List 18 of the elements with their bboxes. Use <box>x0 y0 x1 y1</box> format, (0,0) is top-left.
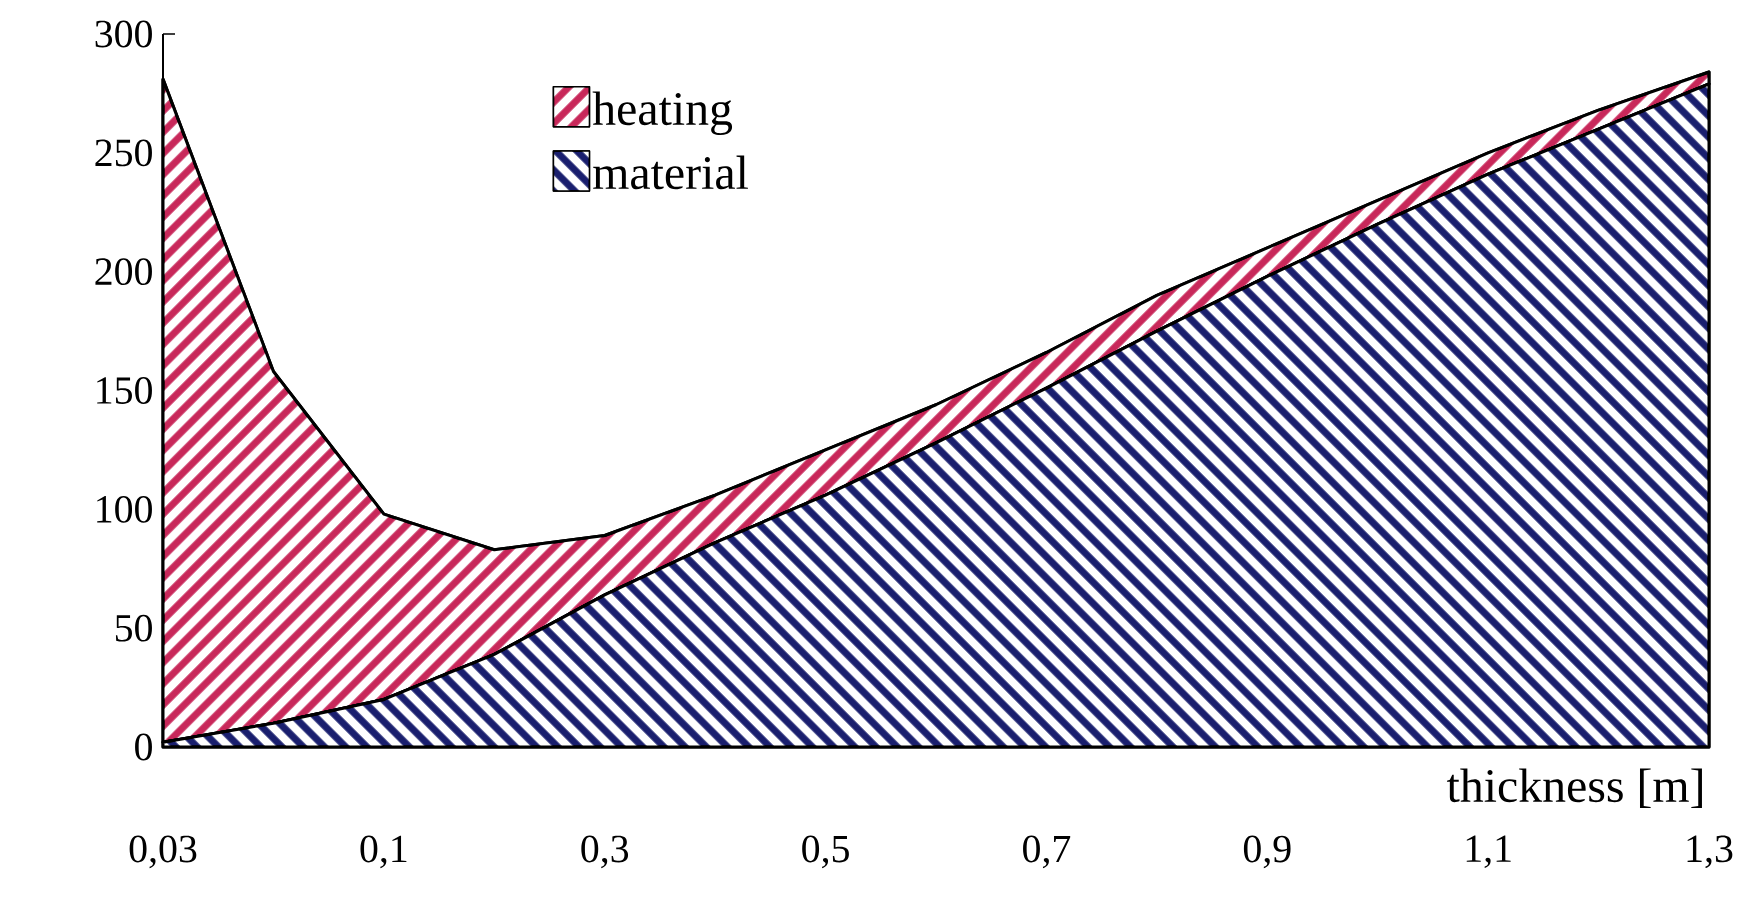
x-tick-label: 0,9 <box>1243 835 1291 869</box>
x-tick-label: 1,3 <box>1687 835 1733 869</box>
y-tick-label: 150 <box>97 377 152 404</box>
legend-label: material <box>593 155 748 190</box>
x-tick-label: 0,5 <box>802 835 849 869</box>
x-tick-label: 1,1 <box>1466 835 1511 868</box>
x-tick-label: 0,7 <box>1023 835 1071 869</box>
y-tick-label: 100 <box>97 495 152 523</box>
x-axis-title: thickness [m] <box>1446 768 1702 809</box>
x-tick-label: 0,1 <box>360 835 407 869</box>
y-tick-label: 0 <box>135 733 152 761</box>
x-tick-label: 0,3 <box>581 835 629 869</box>
y-tick-label: 300 <box>95 20 152 48</box>
y-tick-label: 50 <box>115 614 152 642</box>
y-tick-label: 250 <box>95 139 152 167</box>
legend-label: heating <box>592 91 733 136</box>
x-tick-label: 0,03 <box>129 835 197 869</box>
y-tick-label: 200 <box>95 258 152 286</box>
